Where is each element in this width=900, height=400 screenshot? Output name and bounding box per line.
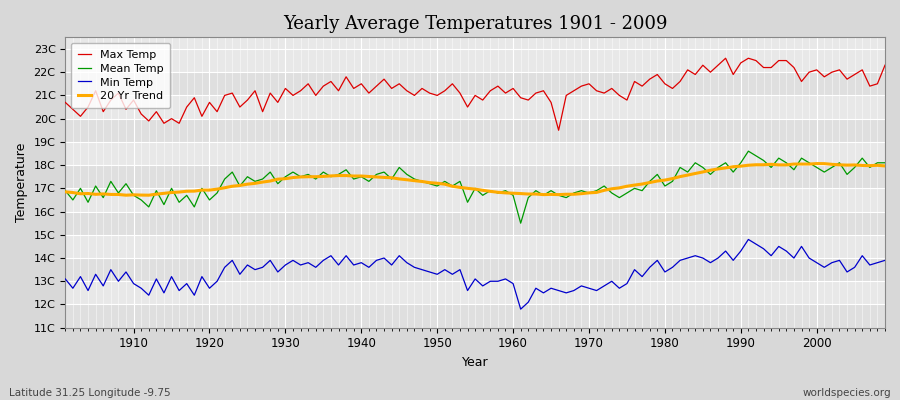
20 Yr Trend: [607, 186, 617, 191]
Text: Latitude 31.25 Longitude -9.75: Latitude 31.25 Longitude -9.75: [9, 388, 171, 398]
Line: Mean Temp: Mean Temp: [66, 151, 885, 223]
Bar: [66, 72, 885, 96]
Line: 20 Yr Trend: 20 Yr Trend: [66, 164, 885, 195]
Min Temp: [508, 281, 518, 286]
20 Yr Trend: [60, 190, 71, 194]
Min Temp: [516, 307, 526, 312]
20 Yr Trend: [811, 161, 822, 166]
X-axis label: Year: Year: [462, 356, 489, 369]
Min Temp: [879, 258, 890, 263]
Max Temp: [720, 56, 731, 61]
Mean Temp: [743, 149, 754, 154]
20 Yr Trend: [879, 164, 890, 168]
Mean Temp: [516, 221, 526, 226]
Min Temp: [333, 262, 344, 267]
Mean Temp: [500, 188, 511, 193]
Max Temp: [121, 107, 131, 112]
Mean Temp: [121, 181, 131, 186]
Min Temp: [607, 279, 617, 284]
Bar: [66, 258, 885, 281]
Legend: Max Temp, Mean Temp, Min Temp, 20 Yr Trend: Max Temp, Mean Temp, Min Temp, 20 Yr Tre…: [71, 43, 170, 108]
Mean Temp: [288, 170, 299, 174]
Mean Temp: [607, 190, 617, 195]
Bar: [66, 119, 885, 142]
Min Temp: [743, 237, 754, 242]
20 Yr Trend: [516, 191, 526, 196]
Max Temp: [333, 88, 344, 93]
20 Yr Trend: [121, 193, 131, 198]
20 Yr Trend: [295, 174, 306, 179]
Mean Temp: [879, 160, 890, 165]
Bar: [66, 304, 885, 328]
Line: Max Temp: Max Temp: [66, 58, 885, 130]
Min Temp: [60, 276, 71, 281]
Max Temp: [60, 100, 71, 105]
Mean Temp: [508, 193, 518, 198]
Line: Min Temp: Min Temp: [66, 240, 885, 309]
Max Temp: [508, 86, 518, 91]
20 Yr Trend: [341, 173, 352, 178]
20 Yr Trend: [508, 191, 518, 196]
Min Temp: [500, 276, 511, 281]
Y-axis label: Temperature: Temperature: [15, 143, 28, 222]
Max Temp: [607, 86, 617, 91]
Text: worldspecies.org: worldspecies.org: [803, 388, 891, 398]
Bar: [66, 165, 885, 188]
Bar: [66, 212, 885, 235]
Min Temp: [288, 258, 299, 263]
Min Temp: [121, 270, 131, 274]
Mean Temp: [333, 172, 344, 177]
Max Temp: [554, 128, 564, 133]
20 Yr Trend: [143, 193, 154, 198]
Max Temp: [500, 91, 511, 96]
Max Temp: [288, 93, 299, 98]
Title: Yearly Average Temperatures 1901 - 2009: Yearly Average Temperatures 1901 - 2009: [283, 15, 668, 33]
Mean Temp: [60, 188, 71, 193]
Max Temp: [879, 63, 890, 68]
